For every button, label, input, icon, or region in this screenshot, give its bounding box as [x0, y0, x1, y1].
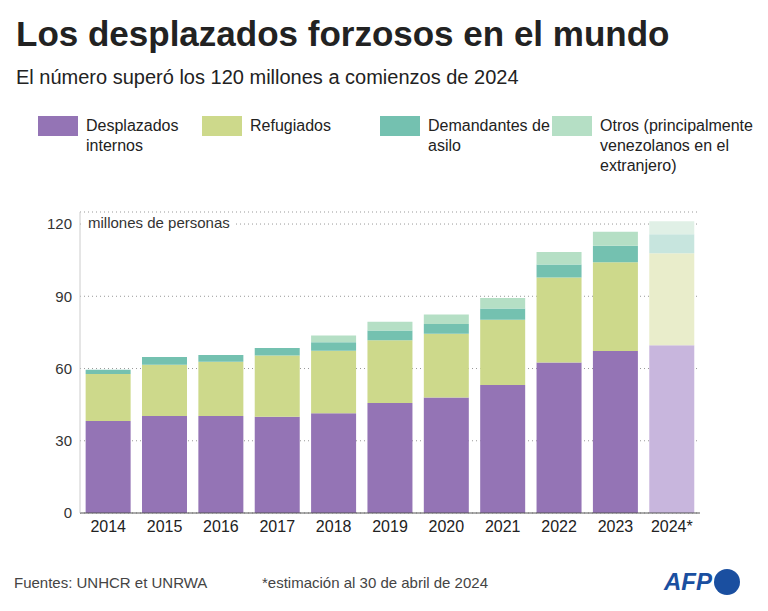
svg-text:2020: 2020	[429, 518, 465, 535]
html-text:Demandantes de asilo: Demandantes de asilo	[428, 117, 550, 154]
svg-text:30: 30	[55, 432, 72, 449]
svg-text:60: 60	[55, 360, 72, 377]
html-text:AFP: AFP	[664, 568, 712, 595]
html-text:Otros (principalmente venezola: Otros (principalmente venezolanos en el …	[600, 117, 753, 174]
svg-text:90: 90	[55, 288, 72, 305]
svg-text:120: 120	[47, 215, 72, 232]
html-text:Refugiados: Refugiados	[250, 117, 331, 134]
html-text:millones de personas: millones de personas	[88, 214, 230, 231]
svg-text:2015: 2015	[147, 518, 183, 535]
svg-text:2024*: 2024*	[651, 518, 693, 535]
html-text:Los desplazados forzosos en el: Los desplazados forzosos en el mundo	[16, 14, 670, 53]
svg-text:2018: 2018	[316, 518, 352, 535]
html-text:El número superó los 120 millo: El número superó los 120 millones a comi…	[16, 66, 519, 88]
svg-text:2021: 2021	[485, 518, 521, 535]
html-text:Fuentes: UNHCR et UNRWA: Fuentes: UNHCR et UNRWA	[14, 574, 208, 591]
svg-text:2016: 2016	[203, 518, 239, 535]
html-text:Desplazados internos: Desplazados internos	[86, 117, 179, 154]
svg-text:2023: 2023	[598, 518, 634, 535]
svg-text:2019: 2019	[372, 518, 408, 535]
svg-text:2017: 2017	[259, 518, 295, 535]
svg-text:2014: 2014	[90, 518, 126, 535]
svg-text:0: 0	[64, 504, 72, 521]
svg-text:2022: 2022	[541, 518, 577, 535]
html-text:*estimación al 30 de abril de: *estimación al 30 de abril de 2024	[262, 574, 488, 591]
